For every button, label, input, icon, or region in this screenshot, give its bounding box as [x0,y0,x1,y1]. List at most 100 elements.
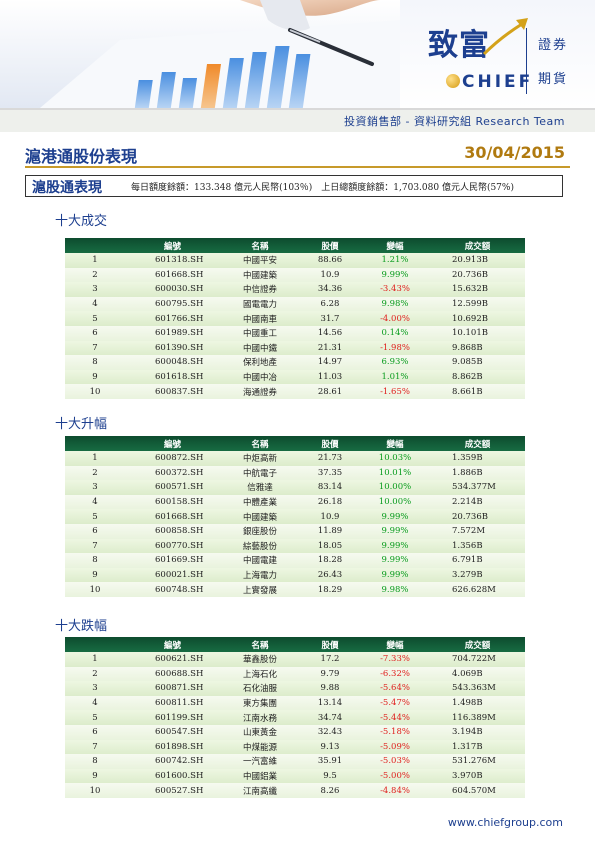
price-cell: 31.7 [320,313,340,324]
code-cell: 601668.SH [155,269,204,280]
rank-cell: 3 [92,683,98,694]
table-row: 9 601600.SH 中國鋁業 9.5 -5.00% 3.970B [65,768,525,784]
table-row: 9 601618.SH 中國中冶 11.03 1.01% 8.862B [65,369,525,385]
change-cell: 0.14% [381,328,409,339]
change-cell: 10.01% [378,467,412,478]
table-row: 3 600871.SH 石化油服 9.88 -5.64% 543.363M [65,681,525,696]
price-cell: 11.89 [317,526,343,537]
code-cell: 600048.SH [155,357,204,368]
price-cell: 32.43 [317,727,343,738]
header-name: 名稱 [251,439,269,450]
code-cell: 601390.SH [155,342,204,353]
report-date: 30/04/2015 [464,143,565,162]
rank-cell: 2 [92,668,98,679]
change-cell: 1.01% [381,372,409,383]
bar-chart-photo-icon [0,0,400,108]
header-change: 變幅 [386,439,404,450]
name-cell: 中國建築 [242,270,277,281]
volume-cell: 543.363M [452,683,496,694]
rank-cell: 6 [92,526,98,537]
name-cell: 中航電子 [242,468,277,479]
code-cell: 600872.SH [155,453,204,464]
price-cell: 18.28 [317,555,343,566]
change-cell: -5.64% [380,683,410,694]
name-cell: 銀座股份 [242,527,277,538]
rank-cell: 5 [92,511,98,522]
change-cell: 1.21% [381,255,409,266]
name-cell: 綜藝股份 [242,541,277,552]
price-cell: 11.03 [317,372,343,383]
name-cell: 上海電力 [242,571,277,582]
code-cell: 600372.SH [155,467,204,478]
name-cell: 華鑫股份 [242,655,277,666]
rank-cell: 2 [92,269,98,280]
logo-futures: 期貨 [538,72,569,87]
table-row: 6 601989.SH 中國重工 14.56 0.14% 10.101B [65,325,525,341]
company-logo: 致富 CHIEF 證券 期貨 [418,10,588,102]
price-cell: 88.66 [317,255,343,266]
rank-cell: 9 [92,372,98,383]
change-cell: 9.99% [381,269,409,280]
volume-cell: 10.692B [452,313,488,324]
change-cell: 9.99% [381,540,409,551]
price-cell: 9.5 [323,771,337,782]
quota-label: 滬股通表現 [32,180,102,196]
quota-text: 每日額度餘額：133.348 億元人民幣(103％) 上日總額度餘額：1,703… [131,183,514,193]
volume-cell: 20.913B [452,255,488,266]
footer-url[interactable]: www.chiefgroup.com [447,816,563,829]
code-cell: 600811.SH [155,698,204,709]
change-cell: -3.43% [380,284,410,295]
price-cell: 37.35 [317,467,343,478]
volume-cell: 531.276M [452,756,496,767]
change-cell: -4.84% [380,785,410,796]
name-cell: 上海石化 [242,669,277,680]
code-cell: 601199.SH [155,712,204,723]
rank-cell: 9 [92,570,98,581]
volume-cell: 626.628M [452,584,496,595]
change-cell: -4.00% [380,313,410,324]
rank-cell: 9 [92,771,98,782]
table-row: 4 600795.SH 國電電力 6.28 9.98% 12.599B [65,296,525,312]
code-cell: 601898.SH [155,741,204,752]
name-cell: 一汽富維 [242,757,277,768]
volume-cell: 10.101B [452,328,488,339]
top-gainers-table: 編號 名稱 股價 變幅 成交額 1 600872.SH 中炬高新 21.73 10.03… [65,436,525,597]
change-cell: -5.44% [380,712,410,723]
header-change: 變幅 [386,640,404,651]
volume-cell: 12.599B [452,299,488,310]
change-cell: -6.32% [380,668,410,679]
rank-cell: 8 [92,555,98,566]
header-rank [65,436,125,451]
change-cell: 9.98% [381,584,409,595]
header-volume: 成交額 [464,640,491,651]
volume-cell: 8.661B [452,386,483,397]
logo-securities: 證券 [538,38,569,53]
rank-cell: 6 [92,328,98,339]
price-cell: 9.88 [320,683,340,694]
code-cell: 601318.SH [155,255,204,266]
name-cell: 國電電力 [242,300,277,311]
change-cell: -7.33% [380,654,410,665]
price-cell: 14.56 [317,328,343,339]
code-cell: 600021.SH [155,570,204,581]
code-cell: 600748.SH [155,584,204,595]
code-cell: 601766.SH [155,313,204,324]
table-row: 8 600742.SH 一汽富維 35.91 -5.03% 531.276M [65,754,525,769]
code-cell: 600158.SH [155,497,204,508]
table-row: 1 600621.SH 華鑫股份 17.2 -7.33% 704.722M [65,652,525,667]
code-cell: 601669.SH [155,555,204,566]
rank-cell: 3 [92,482,98,493]
volume-cell: 1.359B [452,453,483,464]
rank-cell: 8 [92,357,98,368]
table-row: 7 601898.SH 中煤能源 9.13 -5.09% 1.317B [65,739,525,755]
department-label: 投資銷售部 - 資料研究組 Research Team [344,115,565,128]
table-row: 8 601669.SH 中國電建 18.28 9.99% 6.791B [65,553,525,568]
name-cell: 中國重工 [242,329,277,340]
volume-cell: 1.886B [452,467,483,478]
rank-cell: 1 [92,255,98,266]
logo-divider [526,28,527,94]
rank-cell: 4 [92,497,98,508]
rank-cell: 10 [89,785,101,796]
logo-chinese: 致富 [428,28,490,63]
top-losers-table: 編號 名稱 股價 變幅 成交額 1 600621.SH 華鑫股份 17.2 -7.33%… [65,637,525,798]
